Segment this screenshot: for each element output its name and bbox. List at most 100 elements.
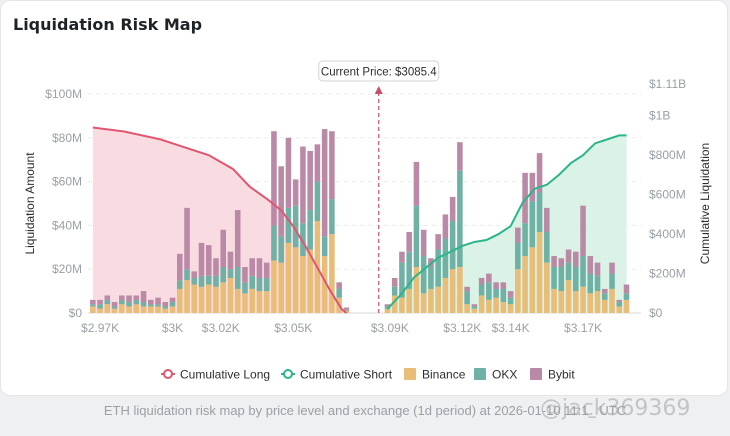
bar-bybit: [133, 295, 140, 300]
bar-bybit: [478, 277, 485, 285]
bar-okx: [486, 282, 492, 300]
bar-binance: [191, 284, 198, 313]
bar-bybit: [314, 144, 321, 182]
bar-bybit: [285, 137, 292, 208]
bar-binance: [500, 302, 507, 313]
bar-bybit: [278, 166, 284, 237]
bar-bybit: [155, 297, 161, 305]
current-price-marker: Current Price: $3085.4: [318, 60, 440, 313]
bar-bybit: [256, 258, 263, 278]
bar-okx: [471, 306, 478, 309]
bar-binance: [126, 306, 132, 313]
bar-binance: [162, 308, 169, 313]
y-axis-title: Liquidation Amount: [23, 152, 37, 255]
x-tick-label: $2.97K: [81, 321, 119, 335]
bar-binance: [329, 234, 335, 313]
bar-bybit: [471, 304, 478, 307]
bar-binance: [155, 306, 161, 313]
bar-binance: [271, 260, 277, 313]
y-tick-label: $0: [69, 306, 83, 320]
cumulative-long-line: [92, 126, 348, 314]
bar-bybit: [616, 299, 623, 303]
bar-okx: [205, 275, 212, 285]
bar-okx: [457, 170, 463, 268]
bar-okx: [609, 273, 615, 289]
bar-okx: [399, 262, 405, 298]
bar-bybit: [551, 256, 557, 268]
bar-binance: [442, 277, 449, 313]
bar-bybit: [220, 229, 227, 268]
chart-card: Liquidation Risk Map $0 $20M $40M $60M $80M $…: [0, 0, 728, 396]
bar-binance: [148, 306, 154, 313]
bar-okx: [329, 199, 335, 235]
bar-okx: [191, 277, 198, 285]
bar-bybit: [148, 299, 154, 305]
bar-okx: [449, 221, 456, 270]
bar-binance: [242, 293, 248, 313]
bar-binance: [457, 267, 463, 313]
bar-binance: [580, 286, 586, 313]
x-tick-label: $3.05K: [274, 321, 312, 335]
bar-okx: [140, 302, 147, 307]
bar-okx: [406, 251, 412, 289]
current-price-box: [318, 60, 440, 82]
bar-okx: [507, 297, 514, 305]
legend[interactable]: Cumulative Long Cumulative Short Binance OK…: [161, 368, 575, 382]
bar-bybit: [336, 282, 342, 289]
bar-okx: [428, 267, 434, 289]
bar-binance: [616, 306, 623, 313]
chart-caption: ETH liquidation risk map by price level …: [103, 403, 627, 418]
bar-bybit: [176, 253, 183, 281]
bar-bybit: [234, 210, 241, 268]
bar-okx: [602, 293, 608, 300]
bar-okx: [285, 207, 292, 243]
bar-binance: [169, 306, 176, 313]
bar-bybit: [486, 273, 492, 283]
x-tick-label: $3.17K: [564, 321, 602, 335]
y-tick-label: $40M: [52, 218, 82, 232]
bar-bybit: [271, 131, 277, 226]
chart-title: Liquidation Risk Map: [13, 15, 203, 34]
bar-binance: [587, 293, 594, 313]
bar-binance: [97, 308, 103, 313]
bar-binance: [176, 288, 183, 313]
bar-okx: [148, 304, 154, 307]
cumulative-lines: [92, 126, 627, 314]
current-price-arrow: [374, 86, 383, 94]
bar-okx: [220, 267, 227, 283]
bar-binance: [406, 288, 412, 313]
bar-okx: [90, 304, 96, 307]
bar-binance: [256, 291, 263, 313]
bar-okx: [104, 299, 111, 305]
bar-okx: [343, 309, 350, 311]
y-tick-label: $60M: [52, 175, 82, 189]
bar-okx: [500, 288, 507, 303]
bar-binance: [234, 288, 241, 313]
x-tick-label: $3.09K: [371, 321, 409, 335]
bar-okx: [413, 205, 420, 268]
bar-binance: [486, 299, 492, 313]
bar-okx: [321, 236, 328, 257]
bar-binance: [399, 297, 405, 313]
bar-binance: [464, 304, 470, 313]
bar-binance: [198, 286, 205, 313]
bar-okx: [119, 299, 125, 305]
bar-bybit: [457, 142, 463, 171]
bar-bybit: [169, 297, 176, 303]
bar-okx: [249, 275, 255, 289]
bar-binance: [420, 293, 427, 313]
y2-tick-label: $400M: [649, 227, 686, 241]
legend-swatch-box: [474, 368, 486, 380]
bar-binance: [307, 249, 313, 313]
bar-bybit: [529, 172, 536, 202]
bar-okx: [126, 302, 132, 307]
bar-okx: [242, 282, 248, 294]
bar-bybit: [300, 146, 306, 224]
bar-binance: [544, 262, 550, 313]
bar-binance: [111, 308, 118, 313]
bar-binance: [391, 295, 398, 313]
bar-okx: [176, 280, 183, 289]
bar-bybit: [515, 227, 521, 243]
bar-binance: [536, 231, 543, 313]
bar-bybit: [97, 299, 103, 305]
